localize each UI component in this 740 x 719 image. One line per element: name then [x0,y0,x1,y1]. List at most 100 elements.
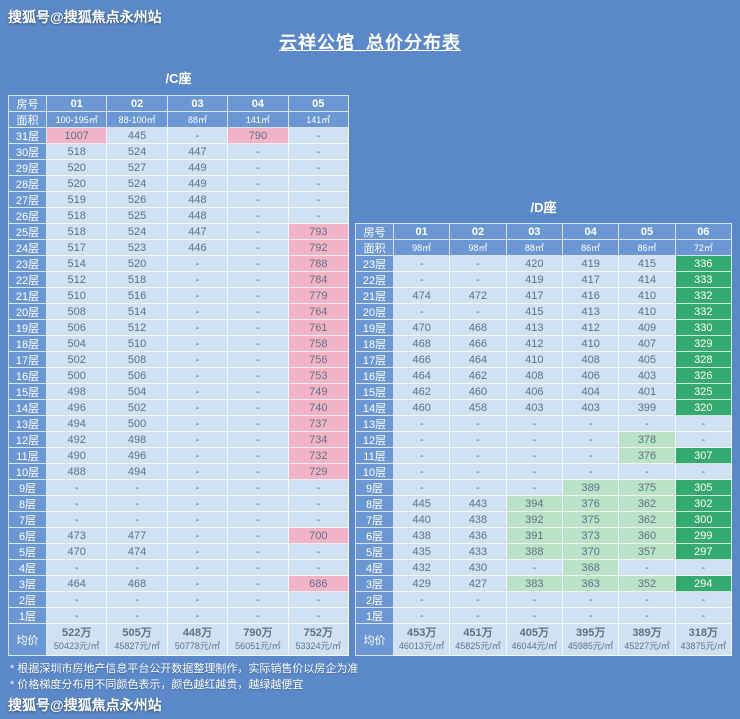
watermark-top: 搜狐号@搜狐焦点永州站 [8,9,162,25]
row-header-area: 面积 [356,240,394,256]
area-cell: 86㎡ [562,240,620,256]
price-cell: - [107,608,168,624]
price-cell: 403 [506,400,563,416]
price-cell: 458 [450,400,507,416]
price-cell: - [47,496,108,512]
price-cell: - [288,560,349,576]
price-cell: 401 [619,384,676,400]
average-cell: 405万 46044元/㎡ [506,624,563,656]
price-cell: - [47,592,108,608]
price-cell: 526 [107,192,168,208]
price-cell: 430 [450,560,507,576]
floor-label: 25层 [9,224,47,240]
floor-label: 4层 [356,560,394,576]
price-cell: - [228,496,289,512]
floor-label: 1层 [9,608,47,624]
price-cell: 363 [562,576,620,592]
price-cell: 300 [675,512,732,528]
price-cell: - [562,592,620,608]
price-cell: - [228,352,289,368]
row-header-average: 均价 [9,624,47,656]
price-cell: 449 [167,160,229,176]
price-cell: 362 [619,512,676,528]
area-cell: 141㎡ [228,112,289,128]
column-header: 01 [47,96,108,112]
price-cell: - [228,416,289,432]
price-cell: 410 [619,304,676,320]
price-cell: - [450,480,507,496]
area-cell: 86㎡ [619,240,676,256]
price-cell: - [394,416,451,432]
price-cell: 410 [506,352,563,368]
floor-label: 16层 [356,368,394,384]
price-cell: 734 [288,432,349,448]
price-cell: - [394,272,451,288]
price-cell: 496 [107,448,168,464]
price-cell: 506 [47,320,108,336]
price-cell: 460 [450,384,507,400]
price-cell: 749 [288,384,349,400]
floor-label: 11层 [9,448,47,464]
average-cell: 752万 53324元/㎡ [288,624,349,656]
price-cell: - [107,560,168,576]
price-cell: - [288,480,349,496]
price-cell: 436 [450,528,507,544]
average-cell: 448万 50778元/㎡ [167,624,229,656]
floor-label: 29层 [9,160,47,176]
floor-label: 31层 [9,128,47,144]
price-cell: - [562,608,620,624]
price-cell: 496 [47,400,108,416]
floor-label: 1层 [356,608,394,624]
price-cell: 729 [288,464,349,480]
price-cell: - [228,368,289,384]
area-cell: 98㎡ [450,240,507,256]
price-cell: 376 [562,496,620,512]
price-cell: - [394,608,451,624]
price-cell: 394 [506,496,563,512]
price-cell: - [228,592,289,608]
average-cell: 505万 45827元/㎡ [107,624,168,656]
price-cell: - [394,304,451,320]
price-cell: - [228,288,289,304]
price-cell: 517 [47,240,108,256]
price-cell: 320 [675,400,732,416]
price-cell: 404 [562,384,620,400]
area-cell: 88-100㎡ [107,112,168,128]
price-cell: - [228,304,289,320]
price-cell: 737 [288,416,349,432]
price-cell: - [167,272,229,288]
price-cell: 466 [450,336,507,352]
price-cell: 383 [506,576,563,592]
floor-label: 14层 [9,400,47,416]
price-cell: - [506,464,563,480]
floor-label: 10层 [9,464,47,480]
price-cell: 524 [107,176,168,192]
price-cell: - [228,160,289,176]
price-cell: 448 [167,208,229,224]
price-cell: 524 [107,224,168,240]
price-cell: - [675,592,732,608]
price-cell: - [228,400,289,416]
price-cell: - [675,464,732,480]
price-cell: 764 [288,304,349,320]
price-cell: 417 [562,272,620,288]
price-cell: - [675,608,732,624]
price-cell: 494 [107,464,168,480]
floor-label: 23层 [356,256,394,272]
price-cell: 440 [394,512,451,528]
price-cell: - [288,496,349,512]
price-cell: - [288,128,349,144]
price-cell: 788 [288,256,349,272]
price-cell: 413 [506,320,563,336]
price-cell: 333 [675,272,732,288]
floor-label: 30层 [9,144,47,160]
price-cell: 297 [675,544,732,560]
price-cell: 510 [107,336,168,352]
floor-label: 18层 [356,336,394,352]
price-cell: 416 [562,288,620,304]
price-cell: 514 [107,304,168,320]
price-cell: 328 [675,352,732,368]
price-cell: 477 [107,528,168,544]
price-cell: - [288,192,349,208]
price-cell: - [288,144,349,160]
